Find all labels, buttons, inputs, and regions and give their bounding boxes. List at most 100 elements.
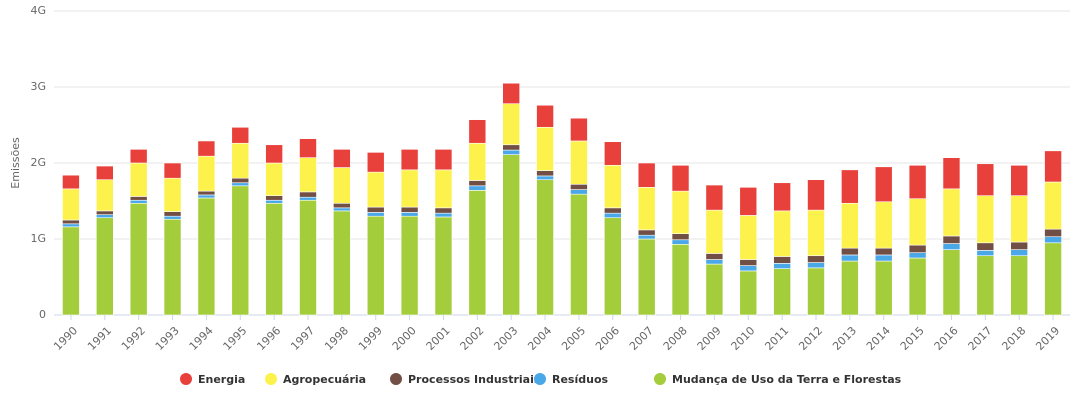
bar-segment — [163, 162, 182, 179]
bar-segment — [773, 182, 791, 212]
bar-segment — [570, 193, 588, 316]
bar-segment — [874, 254, 893, 262]
bar-segment — [536, 126, 554, 171]
bar-segment — [603, 212, 622, 219]
bar-segment — [502, 144, 521, 151]
x-tick-label: 2019 — [1033, 324, 1062, 353]
x-tick-label: 1999 — [356, 324, 385, 353]
bar-segment — [671, 164, 690, 192]
x-tick-label: 2000 — [390, 324, 419, 353]
bar-segment — [908, 252, 927, 259]
bar-segment — [265, 202, 283, 316]
bar-segment — [502, 154, 521, 316]
bar-segment — [62, 226, 80, 316]
x-tick-label: 1992 — [119, 324, 148, 353]
x-tick-label: 2018 — [999, 324, 1028, 353]
bar-segment — [908, 257, 927, 316]
x-tick-label: 1995 — [221, 324, 250, 353]
bar-segment — [942, 243, 961, 250]
bar-segment — [705, 184, 724, 211]
x-tick-label: 1994 — [187, 324, 216, 353]
bar-segment — [163, 177, 182, 212]
bar-segment — [197, 194, 216, 199]
bar-segment — [299, 199, 317, 316]
bar-segment — [366, 171, 385, 208]
x-tick-label: 2014 — [864, 324, 893, 353]
legend-label: Energia — [198, 373, 245, 386]
legend-marker — [654, 373, 666, 385]
bar-segment — [908, 164, 927, 200]
bar-segment — [1044, 236, 1062, 244]
bar-segment — [231, 182, 250, 187]
bar-segment — [265, 144, 283, 164]
bar-segment — [603, 207, 622, 214]
bar-segment — [468, 190, 487, 316]
x-tick-label: 1991 — [85, 324, 114, 353]
bar-segment — [807, 179, 825, 211]
bar-segment — [739, 259, 758, 266]
bar-segment — [299, 196, 317, 201]
y-tick-label: 2G — [30, 156, 46, 169]
y-tick-label: 0 — [39, 308, 46, 321]
bar-segment — [129, 199, 148, 204]
bar-segment — [197, 155, 216, 192]
bar-segment — [129, 149, 148, 164]
bar-segment — [231, 185, 250, 316]
bar-segment — [671, 239, 690, 245]
bar-segment — [976, 195, 995, 244]
bar-segment — [874, 247, 893, 256]
x-tick-label: 1997 — [288, 324, 317, 353]
bar-segment — [908, 244, 927, 253]
bar-segment — [1044, 242, 1062, 316]
y-axis-title: Emissões — [9, 137, 22, 189]
bar-segment — [400, 212, 419, 217]
bar-segment — [502, 103, 521, 146]
bar-segment — [400, 206, 419, 213]
bar-segment — [637, 234, 656, 240]
bar-segment — [807, 262, 825, 269]
x-tick-label: 2017 — [966, 324, 995, 353]
bar-segment — [705, 259, 724, 265]
bar-segment — [739, 215, 758, 260]
x-tick-label: 2003 — [491, 324, 520, 353]
legend-label: Processos Industriais — [408, 373, 541, 386]
bar-segment — [299, 157, 317, 193]
bar-segment — [841, 254, 859, 262]
bar-segment — [62, 223, 80, 228]
y-tick-label: 1G — [30, 232, 46, 245]
bar-segment — [841, 247, 859, 256]
bar-segment — [841, 202, 859, 249]
bar-segment — [874, 201, 893, 249]
bar-segment — [434, 212, 453, 218]
legend-marker — [180, 373, 192, 385]
bar-segment — [637, 238, 656, 316]
x-tick-label: 2002 — [458, 324, 487, 353]
legend-marker — [534, 373, 546, 385]
bar-segment — [705, 263, 724, 316]
bar-segment — [197, 197, 216, 316]
bar-segment — [400, 169, 419, 208]
bar-segment — [976, 255, 995, 316]
legend-marker — [265, 373, 277, 385]
x-tick-label: 2010 — [729, 324, 758, 353]
bar-segment — [333, 202, 351, 209]
x-tick-label: 1990 — [51, 324, 80, 353]
bar-segment — [705, 253, 724, 260]
bar-segment — [739, 265, 758, 272]
bar-segment — [129, 196, 148, 201]
bar-segment — [773, 268, 791, 316]
bar-segment — [366, 212, 385, 217]
bar-segment — [773, 210, 791, 257]
bar-segment — [333, 207, 351, 212]
bar-segment — [62, 219, 80, 225]
y-tick-label: 4G — [30, 4, 46, 17]
x-tick-label: 2007 — [627, 324, 656, 353]
bar-segment — [671, 233, 690, 241]
bar-segment — [366, 152, 385, 173]
legend-marker — [390, 373, 402, 385]
bar-segment — [231, 177, 250, 184]
bar-segment — [536, 170, 554, 177]
bar-segment — [1010, 164, 1029, 196]
bar-segment — [942, 235, 961, 244]
bar-segment — [874, 260, 893, 316]
